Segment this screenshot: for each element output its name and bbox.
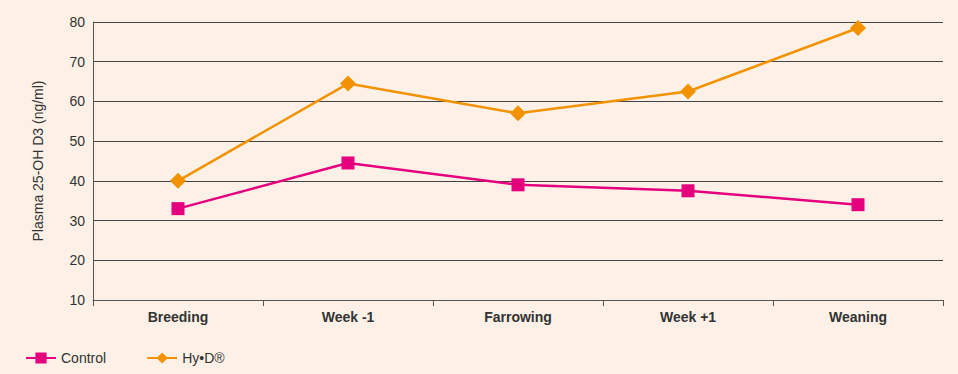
svg-text:70: 70 (69, 54, 85, 70)
svg-text:Breeding: Breeding (148, 309, 209, 325)
svg-text:Week +1: Week +1 (660, 309, 716, 325)
svg-text:Control: Control (61, 350, 106, 366)
svg-text:80: 80 (69, 14, 85, 30)
svg-text:Week -1: Week -1 (322, 309, 375, 325)
svg-text:Plasma 25-OH D3 (ng/ml): Plasma 25-OH D3 (ng/ml) (30, 80, 46, 241)
svg-text:60: 60 (69, 93, 85, 109)
svg-text:Hy•D®: Hy•D® (182, 350, 225, 366)
svg-text:20: 20 (69, 252, 85, 268)
svg-text:30: 30 (69, 213, 85, 229)
svg-text:Farrowing: Farrowing (484, 309, 552, 325)
svg-text:40: 40 (69, 173, 85, 189)
svg-text:50: 50 (69, 133, 85, 149)
svg-text:Weaning: Weaning (829, 309, 887, 325)
svg-text:10: 10 (69, 292, 85, 308)
